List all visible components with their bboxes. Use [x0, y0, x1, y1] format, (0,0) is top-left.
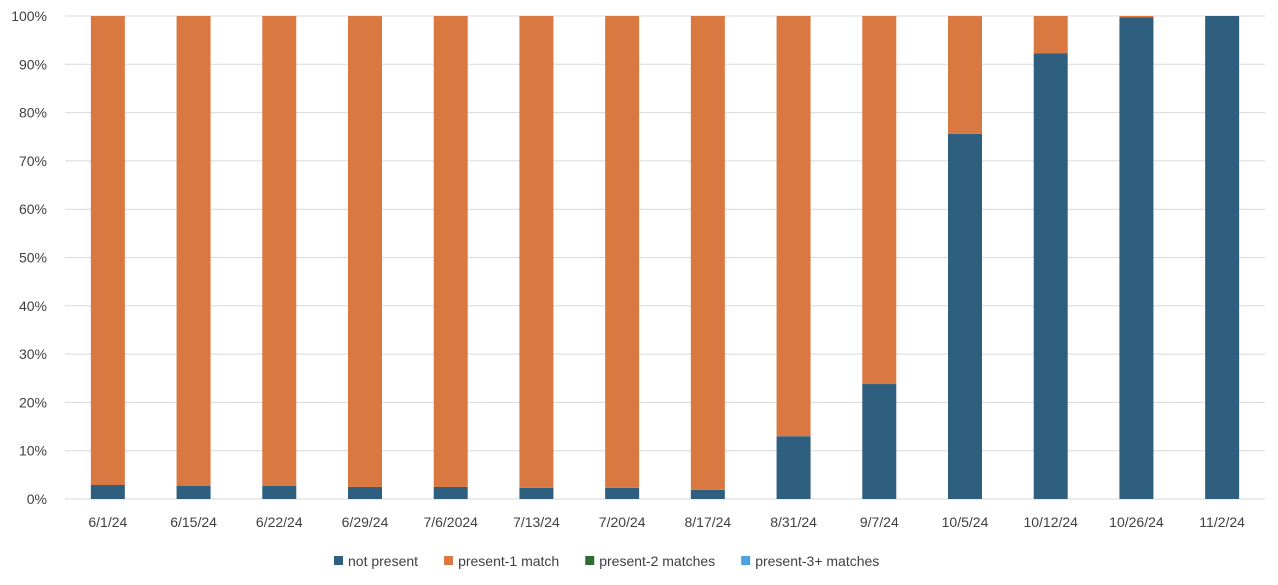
x-tick-label: 6/22/24 [256, 514, 303, 530]
x-tick-label: 7/6/2024 [423, 514, 478, 530]
x-tick-label: 10/26/24 [1109, 514, 1164, 530]
y-tick-label: 60% [19, 201, 47, 217]
x-tick-label: 6/29/24 [342, 514, 389, 530]
bar-segment [90, 484, 125, 499]
y-tick-label: 30% [19, 346, 47, 362]
bar-segment [948, 16, 982, 134]
bar-segment [1033, 53, 1068, 499]
x-tick-label: 9/7/24 [860, 514, 899, 530]
x-tick-label: 10/12/24 [1023, 514, 1078, 530]
bar-segment [776, 436, 811, 499]
bar-segment [1033, 16, 1068, 54]
bar-segment [433, 16, 468, 487]
x-tick-label: 7/13/24 [513, 514, 560, 530]
bar-segment [519, 16, 554, 488]
legend-label: present-1 match [458, 553, 559, 569]
bar-segment [519, 487, 554, 499]
bar-segment [948, 133, 982, 500]
legend-label: not present [348, 553, 418, 569]
legend-swatch [741, 556, 751, 565]
x-tick-label: 10/5/24 [942, 514, 989, 530]
y-tick-label: 70% [19, 153, 47, 169]
legend-label: present-3+ matches [755, 553, 879, 569]
bar-segment [776, 16, 811, 437]
bar-segment [605, 487, 640, 499]
x-tick-label: 6/1/24 [88, 514, 127, 530]
y-tick-label: 50% [19, 250, 47, 266]
y-tick-label: 20% [19, 394, 47, 410]
x-tick-label: 8/17/24 [684, 514, 731, 530]
bar-segment [348, 16, 382, 487]
bar-segment [1205, 16, 1240, 499]
y-tick-label: 90% [19, 56, 47, 72]
x-tick-label: 6/15/24 [170, 514, 217, 530]
legend-swatch [444, 556, 454, 565]
x-tick-label: 11/2/24 [1199, 514, 1245, 530]
bar-segment [262, 485, 297, 499]
bar-segment [176, 485, 211, 499]
bar-segment [90, 16, 125, 485]
bar-segment [862, 384, 897, 499]
x-tick-label: 8/31/24 [770, 514, 817, 530]
y-tick-label: 40% [19, 298, 47, 314]
y-tick-label: 0% [27, 491, 47, 507]
legend-label: present-2 matches [599, 553, 715, 569]
bar-segment [1119, 17, 1154, 499]
bar-segment [348, 486, 382, 499]
legend-swatch [585, 556, 595, 565]
bar-segment [262, 16, 297, 486]
bar-segment [862, 16, 897, 385]
bar-segment [176, 16, 211, 486]
bar-segment [605, 16, 640, 488]
legend-swatch [334, 556, 343, 565]
bar-segment [433, 486, 468, 499]
y-tick-label: 100% [11, 8, 47, 24]
x-tick-label: 7/20/24 [599, 514, 646, 530]
bar-segment [1119, 16, 1154, 18]
y-tick-label: 10% [19, 443, 47, 459]
bar-segment [690, 489, 725, 499]
y-tick-label: 80% [19, 105, 47, 121]
bar-segment [690, 16, 725, 490]
